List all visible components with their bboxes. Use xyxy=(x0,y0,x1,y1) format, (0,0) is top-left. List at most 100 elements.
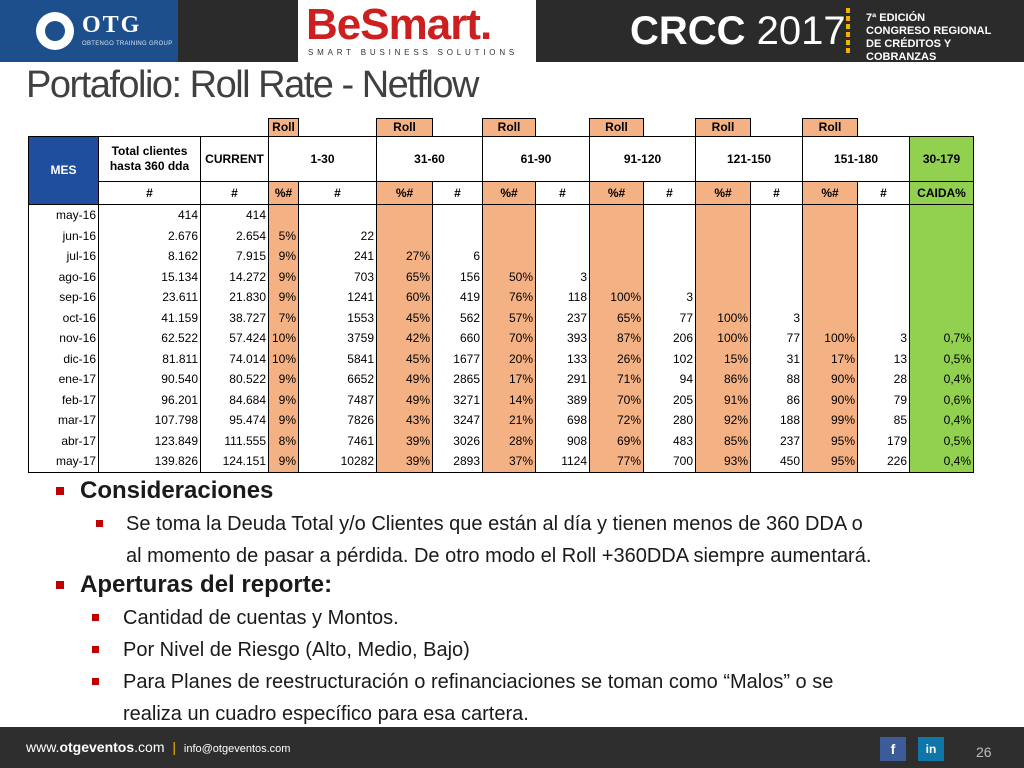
cell-mes: nov-16 xyxy=(28,328,99,349)
cell-caida xyxy=(909,266,974,287)
subheader-hash: # xyxy=(857,181,910,205)
cell-pct xyxy=(695,204,751,226)
cell-pct: 91% xyxy=(695,389,751,410)
cell-pct: 90% xyxy=(802,369,858,390)
bullet-square-icon xyxy=(92,614,99,621)
cell-count xyxy=(857,266,910,287)
cell-pct: 9% xyxy=(268,246,299,267)
cell-count: 7487 xyxy=(298,389,377,410)
cell-pct: 65% xyxy=(589,307,644,328)
cell-pct: 45% xyxy=(376,307,433,328)
table-row: ene-17 90.540 80.522 9% 6652 49% 2865 17% 291 71%… xyxy=(28,369,974,390)
cell-pct: 70% xyxy=(482,328,536,349)
bullet-text: Cantidad de cuentas y Montos. xyxy=(123,607,399,629)
cell-pct xyxy=(376,204,433,226)
cell-count xyxy=(643,246,696,267)
roll-label: Roll xyxy=(268,118,299,137)
cell-count: 660 xyxy=(432,328,483,349)
cell-count: 291 xyxy=(535,369,590,390)
cell-caida xyxy=(909,204,974,226)
cell-pct: 21% xyxy=(482,410,536,431)
cell-count: 206 xyxy=(643,328,696,349)
cell-current: 21.830 xyxy=(200,287,269,308)
cell-count xyxy=(857,246,910,267)
bullet-square-icon xyxy=(92,678,99,685)
linkedin-icon[interactable]: in xyxy=(918,737,944,761)
cell-count: 450 xyxy=(750,451,803,473)
footer-separator: | xyxy=(172,739,177,755)
cell-pct: 26% xyxy=(589,348,644,369)
bullet-heading: Consideraciones xyxy=(80,477,274,504)
cell-pct xyxy=(695,246,751,267)
bullet-item: Se toma la Deuda Total y/o Clientes que … xyxy=(96,508,871,572)
table-row: oct-16 41.159 38.727 7% 1553 45% 562 57% 237 65% 7… xyxy=(28,307,974,328)
cell-count: 22 xyxy=(298,225,377,246)
cell-count xyxy=(857,204,910,226)
cell-pct: 42% xyxy=(376,328,433,349)
crcc-year: 2017 xyxy=(756,9,846,53)
cell-current: 74.014 xyxy=(200,348,269,369)
roll-label: Roll xyxy=(482,118,536,137)
cell-count xyxy=(535,246,590,267)
cell-count xyxy=(750,225,803,246)
cell-count: 102 xyxy=(643,348,696,369)
cell-pct: 86% xyxy=(695,369,751,390)
cell-count: 156 xyxy=(432,266,483,287)
cell-total: 81.811 xyxy=(98,348,201,369)
bullet-consideraciones: Consideraciones xyxy=(56,476,273,506)
cell-count: 85 xyxy=(857,410,910,431)
cell-pct: 28% xyxy=(482,430,536,451)
cell-total: 15.134 xyxy=(98,266,201,287)
crcc-edition-line-1: 7ª EDICIÓN xyxy=(866,12,926,24)
cell-caida xyxy=(909,246,974,267)
cell-pct xyxy=(802,266,858,287)
cell-total: 2.676 xyxy=(98,225,201,246)
cell-count: 10282 xyxy=(298,451,377,473)
cell-count xyxy=(750,204,803,226)
cell-pct: 9% xyxy=(268,287,299,308)
cell-current: 124.151 xyxy=(200,451,269,473)
table-row: jul-16 8.162 7.915 9% 241 27% 6 xyxy=(28,246,974,267)
bullet-square-icon xyxy=(92,646,99,653)
cell-pct xyxy=(802,204,858,226)
cell-pct xyxy=(376,225,433,246)
crcc-logo: CRCC 2017 xyxy=(630,8,846,54)
table-row: nov-16 62.522 57.424 10% 3759 42% 660 70% 393 87%… xyxy=(28,328,974,349)
cell-caida xyxy=(909,225,974,246)
cell-pct: 37% xyxy=(482,451,536,473)
cell-current: 80.522 xyxy=(200,369,269,390)
cell-mes: may-16 xyxy=(28,204,99,226)
cell-pct: 9% xyxy=(268,410,299,431)
cell-current: 84.684 xyxy=(200,389,269,410)
cell-count xyxy=(643,204,696,226)
cell-pct xyxy=(482,225,536,246)
cell-caida: 0,4% xyxy=(909,369,974,390)
cell-count xyxy=(857,307,910,328)
cell-count xyxy=(432,204,483,226)
cell-pct xyxy=(802,307,858,328)
cell-count: 1677 xyxy=(432,348,483,369)
cell-count xyxy=(535,204,590,226)
table-row: jun-16 2.676 2.654 5% 22 xyxy=(28,225,974,246)
cell-current: 2.654 xyxy=(200,225,269,246)
otg-logo: OTG OBTENGO TRAINING GROUP xyxy=(0,0,178,62)
cell-pct: 20% xyxy=(482,348,536,369)
cell-pct xyxy=(589,266,644,287)
cell-count xyxy=(432,225,483,246)
cell-current: 14.272 xyxy=(200,266,269,287)
cell-current: 95.474 xyxy=(200,410,269,431)
slide-title: Portafolio: Roll Rate - Netflow xyxy=(26,64,479,106)
subheader-hash: # xyxy=(750,181,803,205)
cell-pct: 100% xyxy=(695,307,751,328)
cell-total: 23.611 xyxy=(98,287,201,308)
cell-mes: jun-16 xyxy=(28,225,99,246)
cell-mes: ago-16 xyxy=(28,266,99,287)
cell-caida: 0,4% xyxy=(909,451,974,473)
table-row: abr-17 123.849 111.555 8% 7461 39% 3026 28% 908 6… xyxy=(28,430,974,451)
cell-pct xyxy=(589,204,644,226)
bullet-aperturas: Aperturas del reporte: xyxy=(56,570,332,600)
cell-pct: 10% xyxy=(268,328,299,349)
facebook-icon[interactable]: f xyxy=(880,737,906,761)
cell-pct: 10% xyxy=(268,348,299,369)
cell-current: 57.424 xyxy=(200,328,269,349)
